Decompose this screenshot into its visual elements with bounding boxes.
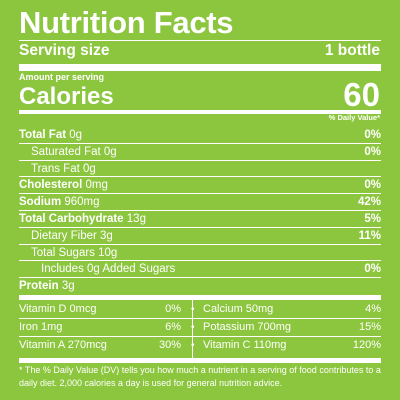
vitamin-daily-value: 15%	[358, 321, 381, 333]
nutrient-row-divider	[19, 143, 381, 144]
nutrient-row: Dietary Fiber 3g 11%	[19, 228, 381, 245]
nutrient-daily-value: 42%	[357, 196, 381, 208]
nutrient-row-divider	[19, 160, 381, 161]
calories-value: 60	[343, 76, 380, 113]
nutrient-name: Total Carbohydrate	[19, 213, 124, 225]
nutrient-row: Sodium 960mg 42%	[19, 194, 381, 211]
nutrient-row: Cholesterol 0mg 0%	[19, 177, 381, 194]
nutrient-row-divider	[19, 260, 381, 261]
footnote-divider	[19, 358, 381, 363]
vitamin-row-divider	[19, 318, 381, 319]
thick-divider-top	[19, 64, 381, 71]
vitamin-daily-value: 0%	[165, 303, 181, 315]
nutrient-name: Saturated Fat	[31, 146, 101, 158]
nutrient-row-divider	[19, 277, 381, 278]
vitamin-daily-value: 30%	[158, 339, 181, 351]
vitamin-daily-value: 6%	[165, 321, 181, 333]
nutrient-name: Total Fat	[19, 129, 67, 141]
vitamin-name: Iron 1mg	[19, 321, 63, 333]
nutrient-daily-value: 0%	[364, 129, 381, 141]
nutrient-row-divider	[19, 227, 381, 228]
nutrient-amount: 0mg	[85, 179, 108, 191]
thick-divider-bottom	[19, 295, 381, 300]
nutrient-row: Saturated Fat 0g 0%	[19, 144, 381, 161]
calories-divider	[19, 110, 381, 114]
vitamin-name: Calcium 50mg	[203, 303, 274, 315]
nutrient-amount: 0g	[103, 146, 117, 158]
nutrient-row: Protein 3g	[19, 278, 381, 295]
vitamin-daily-value: 4%	[365, 303, 381, 315]
nutrient-row-divider	[19, 176, 381, 177]
vitamin-entry: Iron 1mg 6%	[19, 319, 181, 336]
nutrient-row: Total Carbohydrate 13g 5%	[19, 211, 381, 228]
nutrient-name: Cholesterol	[19, 179, 83, 191]
nutrient-name: Trans Fat	[31, 163, 80, 175]
nutrient-row: Total Sugars 10g	[19, 245, 381, 262]
vitamin-column-divider	[192, 300, 193, 363]
nutrient-daily-value: 0%	[364, 263, 381, 275]
panel-title: Nutrition Facts	[19, 5, 234, 40]
nutrient-amount: 3g	[61, 280, 75, 292]
vitamin-name: Vitamin A 270mcg	[19, 339, 107, 351]
nutrient-row: Trans Fat 0g	[19, 161, 381, 178]
nutrient-name: Sodium	[19, 196, 62, 208]
nutrient-daily-value: 5%	[364, 213, 381, 225]
nutrient-amount: 13g	[126, 213, 146, 225]
vitamin-entry: Vitamin D 0mcg 0%	[19, 301, 181, 318]
title-divider	[19, 40, 381, 41]
nutrient-name: Protein	[19, 280, 59, 292]
nutrient-name: Includes 0g Added Sugars	[41, 263, 176, 275]
amount-per-serving-label: Amount per serving	[19, 72, 105, 82]
vitamin-entry: Calcium 50mg 4%	[203, 301, 381, 318]
nutrient-row-divider	[19, 193, 381, 194]
bullet-separator: •	[191, 322, 195, 333]
bullet-separator: •	[191, 340, 195, 351]
nutrient-name: Total Sugars	[31, 247, 95, 259]
nutrient-row-divider	[19, 244, 381, 245]
vitamin-entry: Potassium 700mg 15%	[203, 319, 381, 336]
footnote: * The % Daily Value (DV) tells you how m…	[19, 365, 381, 388]
daily-value-header: % Daily Value*	[328, 113, 380, 122]
vitamin-entry: Vitamin A 270mcg 30%	[19, 337, 181, 354]
bullet-separator: •	[191, 304, 195, 315]
nutrient-name: Dietary Fiber	[31, 230, 97, 242]
nutrient-amount: 0g	[82, 163, 96, 175]
vitamin-name: Vitamin D 0mcg	[19, 303, 97, 315]
nutrient-row: Total Fat 0g 0%	[19, 127, 381, 144]
nutrient-amount: 960mg	[64, 196, 100, 208]
serving-size-value: 1 bottle	[324, 42, 380, 59]
serving-size-label: Serving size	[19, 42, 110, 59]
nutrient-amount: 10g	[98, 247, 118, 259]
vitamin-entry: Vitamin C 110mg 120%	[203, 337, 381, 354]
vitamin-row-divider	[19, 336, 381, 337]
vitamin-daily-value: 120%	[352, 339, 381, 351]
nutrient-daily-value: 11%	[358, 230, 381, 242]
nutrient-row: Includes 0g Added Sugars 0%	[19, 261, 381, 278]
nutrient-daily-value: 0%	[364, 179, 381, 191]
nutrient-row-divider	[19, 210, 381, 211]
vitamin-name: Vitamin C 110mg	[203, 339, 287, 351]
nutrient-amount: 0g	[69, 129, 83, 141]
nutrient-amount: 3g	[100, 230, 113, 242]
calories-label: Calories	[19, 83, 114, 110]
vitamin-name: Potassium 700mg	[203, 321, 292, 333]
nutrient-daily-value: 0%	[364, 146, 381, 158]
